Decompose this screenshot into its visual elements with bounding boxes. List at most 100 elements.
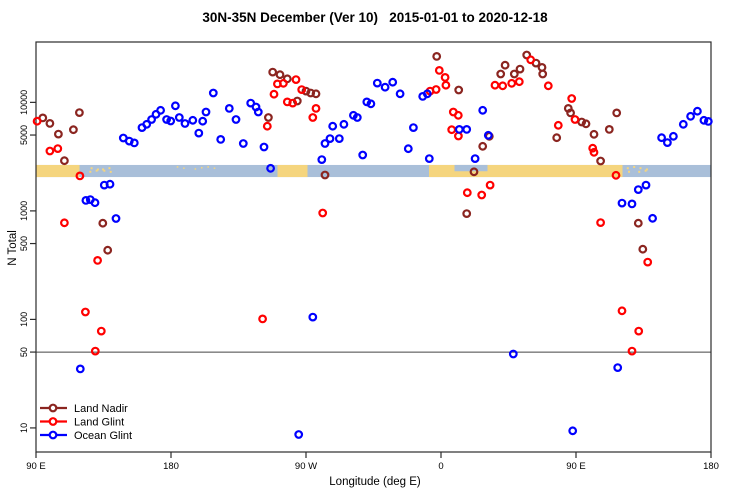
data-point-ocean-glint — [231, 115, 241, 124]
data-point-land-glint — [90, 346, 100, 356]
data-point-ocean-glint — [395, 89, 405, 99]
data-point-land-glint — [75, 171, 85, 181]
data-point-ocean-glint — [208, 88, 218, 98]
map-band-island — [109, 170, 112, 173]
data-point-land-nadir — [74, 108, 84, 117]
data-point-ocean-glint — [194, 128, 204, 138]
data-point-ocean-glint — [166, 116, 176, 126]
map-band-island — [95, 169, 98, 172]
data-point-land-glint — [543, 81, 553, 91]
map-band-island — [90, 167, 93, 170]
map-band-island — [201, 166, 203, 169]
data-point-land-nadir — [60, 156, 69, 166]
data-point-land-nadir — [478, 141, 488, 151]
data-point-land-nadir — [264, 113, 273, 122]
data-point-ocean-glint — [641, 180, 651, 190]
chart-title: 30N-35N December (Ver 10) 2015-01-01 to … — [202, 10, 548, 25]
x-tick-label: 90 E — [566, 461, 586, 472]
data-point-land-glint — [553, 120, 563, 130]
data-point-ocean-glint — [320, 139, 330, 148]
data-point-land-nadir — [638, 244, 648, 254]
map-band-island — [207, 166, 209, 168]
data-point-land-glint — [643, 257, 653, 267]
data-point-land-nadir — [500, 60, 510, 70]
data-point-land-glint — [258, 314, 268, 324]
data-point-land-nadir — [496, 69, 506, 79]
data-point-land-nadir — [275, 70, 285, 80]
data-point-ocean-glint — [693, 106, 702, 116]
data-point-land-glint — [440, 72, 450, 82]
data-point-land-nadir — [103, 245, 113, 255]
data-point-land-nadir — [432, 52, 442, 61]
data-point-land-nadir — [596, 156, 605, 166]
data-point-ocean-glint — [372, 78, 382, 88]
data-point-land-glint — [588, 143, 598, 153]
map-band-mediterranean — [454, 164, 488, 172]
data-point-land-glint — [490, 80, 500, 90]
data-point-land-nadir — [552, 133, 562, 143]
data-point-ocean-glint — [162, 115, 172, 124]
map-band-island — [103, 169, 106, 172]
x-tick-label: 0 — [438, 461, 443, 472]
data-point-ocean-glint — [633, 185, 643, 195]
data-point-ocean-glint — [669, 131, 678, 141]
data-point-land-nadir — [469, 167, 479, 177]
data-point-ocean-glint — [328, 121, 338, 131]
data-point-land-glint — [53, 144, 63, 154]
map-band-island — [644, 169, 647, 172]
legend-marker — [48, 403, 58, 413]
data-point-ocean-glint — [129, 138, 139, 148]
map-band-island — [633, 165, 636, 168]
map-band-land — [36, 164, 80, 178]
data-point-ocean-glint — [334, 134, 344, 144]
x-tick-label: 90 W — [295, 461, 317, 472]
data-point-ocean-glint — [678, 119, 688, 129]
map-band-land — [277, 164, 308, 178]
data-point-ocean-glint — [224, 103, 234, 113]
data-point-ocean-glint — [462, 124, 472, 134]
data-point-ocean-glint — [422, 89, 432, 99]
data-point-ocean-glint — [266, 163, 276, 173]
data-point-ocean-glint — [81, 195, 91, 205]
data-point-land-glint — [567, 94, 577, 103]
data-point-land-glint — [269, 89, 279, 99]
map-band-island — [628, 170, 631, 173]
data-point-ocean-glint — [613, 363, 623, 373]
data-point-ocean-glint — [142, 119, 152, 129]
data-point-ocean-glint — [663, 138, 672, 148]
data-point-land-nadir — [454, 85, 464, 95]
data-point-land-glint — [311, 103, 321, 113]
data-point-land-glint — [596, 218, 605, 228]
data-point-ocean-glint — [627, 199, 637, 209]
data-point-land-glint — [514, 77, 524, 87]
data-point-land-nadir — [268, 67, 278, 77]
data-point-land-glint — [441, 80, 451, 90]
data-point-ocean-glint — [478, 105, 488, 115]
data-point-ocean-glint — [216, 134, 226, 144]
data-point-land-glint — [453, 110, 463, 120]
y-tick-label: 100 — [19, 312, 29, 327]
data-point-land-glint — [45, 146, 55, 156]
data-point-ocean-glint — [358, 150, 368, 160]
data-point-land-glint — [431, 85, 441, 94]
data-point-land-nadir — [566, 108, 575, 118]
data-point-land-glint — [262, 121, 272, 131]
data-point-land-glint — [627, 346, 637, 356]
data-point-ocean-glint — [483, 130, 493, 140]
y-tick-label: 1000 — [19, 201, 29, 221]
x-axis-title: Longitude (deg E) — [329, 476, 421, 488]
plot-border — [35, 41, 712, 453]
map-band-island — [102, 168, 105, 171]
data-point-land-glint — [498, 81, 508, 91]
data-point-ocean-glint — [325, 134, 335, 144]
data-point-land-nadir — [320, 170, 330, 180]
data-point-ocean-glint — [657, 133, 666, 143]
data-point-land-glint — [279, 78, 288, 88]
x-tick-label: 90 E — [26, 461, 46, 472]
data-point-ocean-glint — [105, 179, 115, 189]
data-point-land-glint — [80, 307, 90, 317]
data-point-land-glint — [526, 55, 536, 65]
data-point-land-glint — [634, 326, 644, 336]
y-tick-label: 10 — [19, 423, 29, 433]
